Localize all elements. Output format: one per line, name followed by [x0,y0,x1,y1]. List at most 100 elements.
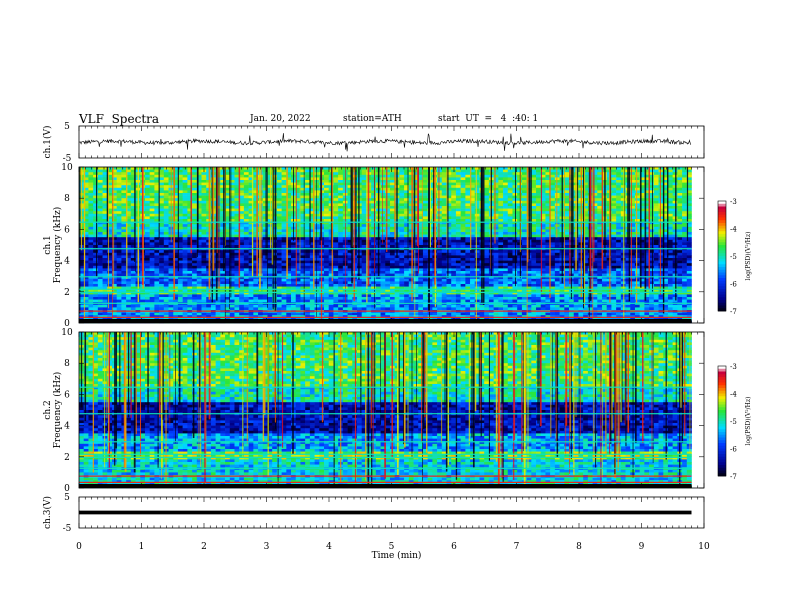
spectrogram-cell [441,252,447,256]
spectrogram-cell [338,216,344,220]
spectrogram-cell [371,169,377,173]
spectrogram-cell [451,174,457,178]
spectrogram-cell [97,255,103,259]
spectrogram-cell [446,172,452,176]
spectrogram-cell [324,182,330,186]
spectrogram-cell [243,177,249,181]
spectrogram-cell [634,234,640,238]
spectrogram-cell [361,169,367,173]
spectrogram-cell [531,245,537,248]
spectrogram-cell [498,180,504,183]
spectrogram-cell [380,232,386,235]
spectrogram-cell [634,219,640,222]
spectrogram-cell [474,250,480,254]
spectrogram-cell [531,229,537,233]
spectrogram-cell [634,167,640,170]
spectrogram-cell [262,234,268,238]
spectrogram-cell [451,232,457,235]
spectrogram-cell [93,174,99,178]
spectrogram-cell [361,245,367,248]
spectrogram-cell [116,206,122,209]
spectrogram-cell [380,177,386,181]
spectrogram-cell [536,242,542,246]
spectrogram-cell [144,216,150,220]
spectrogram-cell [314,172,320,176]
spectrogram-cell [276,195,282,199]
spectrogram-cell [507,226,513,230]
spectrogram-cell [149,213,155,217]
spectrogram-cell [182,195,188,199]
spectrogram-cell [512,258,518,261]
spectrogram-cell [201,245,207,248]
spectrogram-cell [408,255,414,259]
spectrogram-cell [116,234,122,238]
spectrogram-cell [121,213,127,217]
spectrogram-cell [451,203,457,207]
spectrogram-cell [385,234,391,238]
spectrogram-cell [564,255,570,259]
spectrogram-cell [371,213,377,217]
spectrogram-cell [597,172,603,176]
spectrogram-cell [460,237,466,241]
spectrogram-cell [597,206,603,209]
spectrogram-cell [97,203,103,207]
spectrogram-cell [597,200,603,204]
spectrogram-cell [149,208,155,212]
spectrogram-cell [281,255,287,259]
spectrogram-cell [408,234,414,238]
spectrogram-cell [371,200,377,204]
spectrogram-cell [441,242,447,246]
spectrogram-cell [446,232,452,235]
spectrogram-cell [97,229,103,233]
spectrogram-cell [677,172,683,176]
spectrogram-cell [380,211,386,215]
spectrogram-cell [455,229,461,233]
spectrogram-cell [422,245,428,248]
spectrogram-cell [564,172,570,176]
spectrogram-cell [616,245,622,248]
spectrogram-cell [324,239,330,243]
spectrogram-cell [634,198,640,202]
spectrogram-cell [446,169,452,173]
spectrogram-cell [550,203,556,207]
spectrogram-cell [512,252,518,256]
spectrogram-cell [97,224,103,228]
spectrogram-cell [121,206,127,209]
spectrogram-cell [474,219,480,222]
spectrogram-cell [503,260,509,264]
spectrogram-cell [498,206,504,209]
spectrogram-cell [611,180,617,183]
spectrogram-cell [512,198,518,202]
spectrogram-cell [658,211,664,215]
spectrogram-cell [507,187,513,191]
spectrogram-cell [121,185,127,189]
spectrogram-cell [517,208,523,212]
spectrogram-cell [474,169,480,173]
spectrogram-cell [460,258,466,261]
spectrogram-cell [149,177,155,181]
spectrogram-cell [262,245,268,248]
spectrogram-cell [682,182,688,186]
spectrogram-cell [314,187,320,191]
spectrogram-cell [276,250,282,254]
spectrogram-cell [611,224,617,228]
spectrogram-cell [521,242,527,246]
spectrogram-cell [408,203,414,207]
spectrogram-cell [437,193,443,196]
spectrogram-cell [371,232,377,235]
spectrogram-cell [220,245,226,248]
spectrogram-cell [324,258,330,261]
spectrogram-cell [192,237,198,241]
spectrogram-cell [503,203,509,207]
spectrogram-cell [517,245,523,248]
spectrogram-cell [281,185,287,189]
spectrogram-cell [163,177,169,181]
spectrogram-cell [333,237,339,241]
spectrogram-cell [385,237,391,241]
spectrogram-cell [324,219,330,222]
spectrogram-cell [611,234,617,238]
spectrogram-cell [385,211,391,215]
spectrogram-cell [97,177,103,181]
spectrogram-cell [154,252,160,256]
spectrogram-cell [677,177,683,181]
